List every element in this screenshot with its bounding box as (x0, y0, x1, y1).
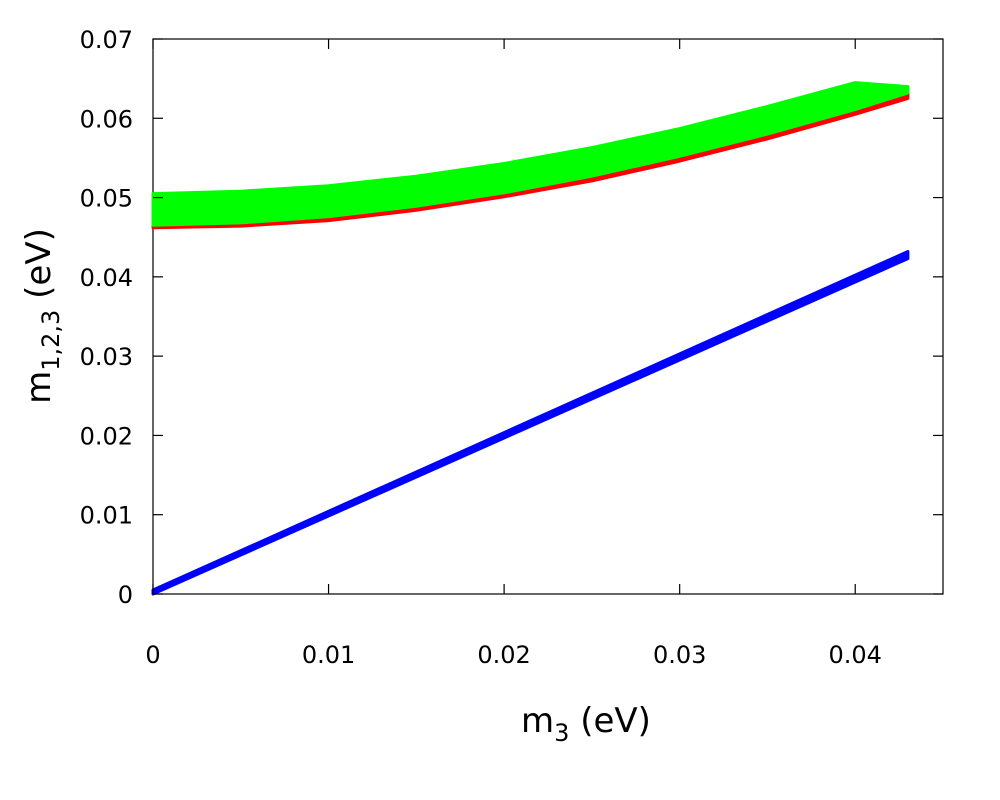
y-axis-label-sub: 1,2,3 (37, 310, 65, 371)
y-tick-label: 0.06 (80, 105, 133, 133)
y-tick-label: 0.07 (80, 26, 133, 54)
x-tick-label: 0.04 (829, 641, 882, 669)
x-axis-label-sub: 3 (554, 719, 569, 747)
x-axis-label: m3 (eV) (521, 701, 651, 747)
plot-frame (152, 38, 944, 595)
x-tick-label: 0.01 (302, 641, 355, 669)
y-tick-label: 0.04 (80, 264, 133, 292)
y-tick-label: 0.01 (80, 502, 133, 530)
y-axis-label: m1,2,3 (eV) (19, 228, 65, 404)
y-tick-label: 0.02 (80, 422, 133, 450)
x-tick-label: 0.03 (653, 641, 706, 669)
series-band-2 (151, 81, 910, 227)
x-tick-label: 0 (145, 641, 160, 669)
series-layer (151, 81, 910, 596)
x-axis-label-unit: (eV) (569, 701, 651, 741)
y-axis-label-unit: (eV) (19, 228, 59, 310)
x-tick-label: 0.02 (477, 641, 530, 669)
series-band-3 (151, 250, 910, 596)
x-axis-label-main: m (521, 701, 554, 741)
y-tick-label: 0.05 (80, 185, 133, 213)
y-axis-label-main: m (19, 371, 59, 404)
ticks-layer: 0 0.01 0.02 0.03 0.04 0 0.01 0.02 0.03 0.04 0.05 0.… (80, 26, 943, 669)
y-tick-label: 0.03 (80, 343, 133, 371)
y-tick-label: 0 (118, 581, 133, 609)
